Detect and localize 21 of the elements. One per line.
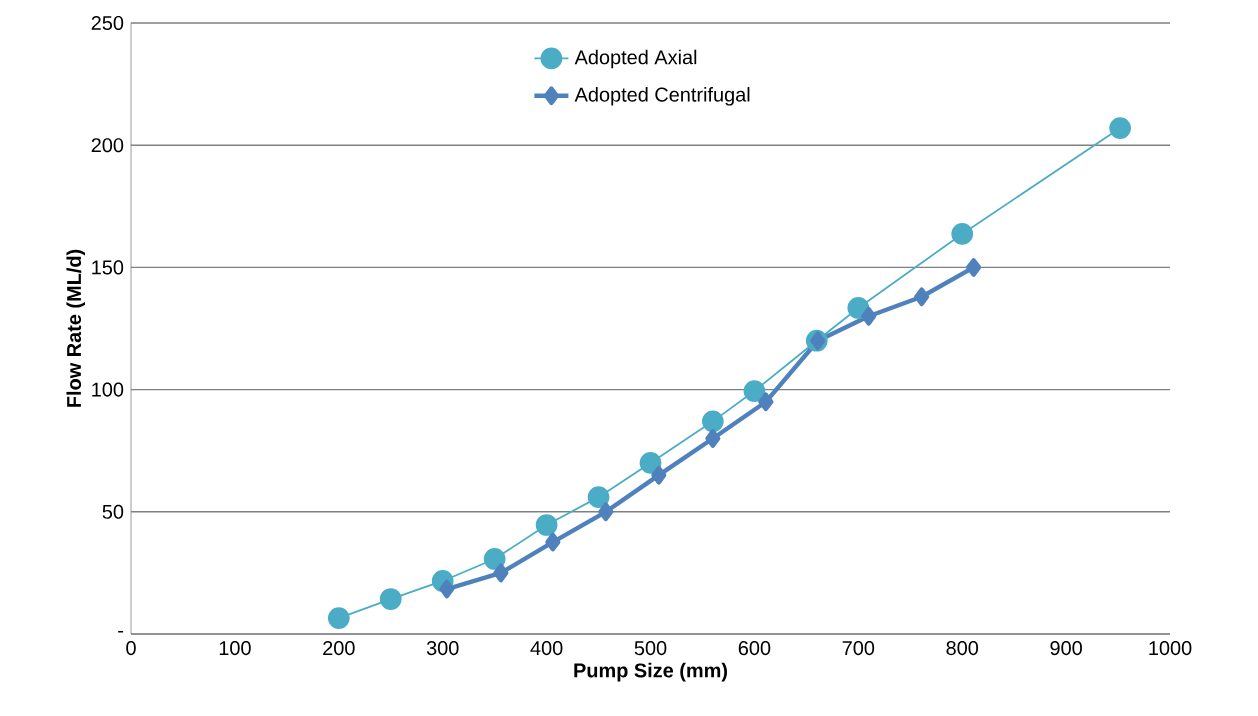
x-tick-label: 100 [219, 641, 251, 656]
y-tick-label: 150 [92, 260, 124, 275]
x-tick-label: 300 [426, 641, 459, 656]
x-tick-label: 600 [738, 641, 771, 656]
y-tick-label: 200 [91, 138, 124, 153]
x-tick-label: 900 [1050, 641, 1082, 656]
legend-label: Adopted Centrifugal [574, 87, 750, 106]
y-tick-label: 50 [102, 504, 124, 519]
y-tick-label: 100 [92, 382, 124, 397]
x-tick-label: 700 [842, 641, 875, 656]
y-tick-label: 250 [91, 15, 124, 31]
x-tick-label: 200 [323, 641, 355, 656]
x-tick-label: 800 [946, 641, 979, 656]
legend-label: Adopted Axial [574, 49, 697, 69]
x-axis-title: Pump Size (mm) [574, 662, 728, 682]
x-tick-label: 400 [530, 641, 563, 656]
y-axis-title: Flow Rate (ML/d) [66, 249, 85, 407]
x-tick-label: 0 [126, 641, 136, 656]
x-tick-label: 1000 [1149, 641, 1192, 656]
y-tick-label: - [118, 630, 124, 633]
x-tick-label: 500 [634, 641, 667, 656]
